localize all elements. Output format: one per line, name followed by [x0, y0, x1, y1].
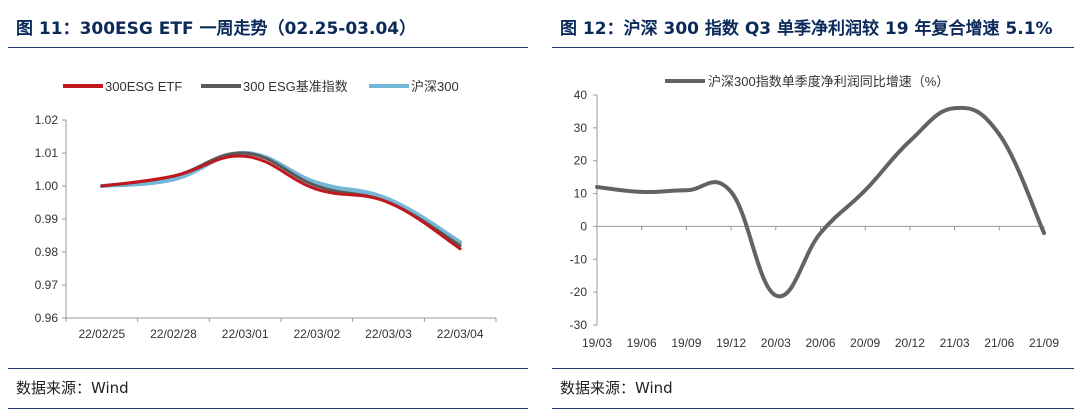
x-tick-label: 19/03 [582, 336, 612, 350]
source-note-etf: 数据来源：Wind [16, 379, 129, 397]
data-point-0 [243, 155, 247, 158]
title-rule-etf [8, 47, 528, 48]
y-tick-label: -10 [570, 252, 588, 266]
data-point-2 [458, 240, 462, 244]
source-note-profit: 数据来源：Wind [560, 379, 673, 397]
data-point-0 [315, 188, 319, 191]
chart-panel-profit: 图 12：沪深 300 指数 Q3 单季净利润较 19 年复合增速 5.1% 沪… [552, 0, 1074, 418]
series-line-2 [99, 150, 463, 245]
y-tick-label: -30 [570, 318, 588, 332]
data-point-0 [953, 106, 956, 110]
etf-line-chart: 300ESG ETF 300 ESG基准指数 沪深300 0.96 0.97 0.98 0.… [35, 79, 497, 341]
chart-panel-etf: 图 11：300ESG ETF 一周走势（02.25-03.04） 300ESG… [8, 0, 528, 418]
data-point-0 [864, 189, 867, 192]
chart-title-etf: 图 11：300ESG ETF 一周走势（02.25-03.04） [16, 19, 417, 39]
legend-label-0: 300ESG ETF [105, 79, 182, 94]
data-point-0 [1042, 231, 1046, 235]
data-point-2 [315, 181, 319, 184]
data-point-0 [908, 139, 912, 143]
x-tick-label: 22/03/01 [222, 327, 269, 341]
data-point-0 [685, 189, 688, 192]
y-tick-label: 0.98 [35, 245, 59, 259]
source-rule-bottom-profit [552, 408, 1074, 409]
x-tick-label: 20/06 [805, 336, 835, 350]
data-point-0 [595, 185, 599, 189]
x-tick-label: 21/09 [1029, 336, 1059, 350]
source-rule-top-profit [552, 368, 1074, 369]
x-tick-label: 20/09 [850, 336, 880, 350]
data-point-2 [172, 178, 175, 181]
y-tick-label: 0 [580, 219, 587, 233]
x-tick-label: 20/03 [761, 336, 791, 350]
series-line-0 [100, 154, 462, 251]
y-tick-label: -20 [570, 285, 588, 299]
data-point-1 [458, 244, 462, 247]
profit-growth-line-chart: 沪深300指数单季度净利润同比增速（%） -30 -20 -10 0 10 20 30 40 19… [570, 74, 1060, 350]
x-tick-label: 21/06 [984, 336, 1014, 350]
y-tick-label: 1.02 [35, 113, 59, 127]
y-tick-label: 1.00 [35, 179, 59, 193]
x-tick-label: 21/03 [940, 336, 970, 350]
y-tick-label: 40 [574, 88, 588, 102]
legend-label-1: 300 ESG基准指数 [243, 79, 348, 94]
y-tick-label: 1.01 [35, 146, 59, 160]
data-point-0 [998, 133, 1001, 136]
data-point-1 [315, 184, 319, 188]
data-point-0 [100, 184, 104, 188]
data-point-2 [387, 198, 390, 201]
x-tick-label: 22/02/28 [150, 327, 197, 341]
x-tick-label: 19/06 [627, 336, 657, 350]
x-tick-label: 20/12 [895, 336, 925, 350]
source-rule-bottom-etf [8, 408, 528, 409]
y-tick-label: 0.96 [35, 311, 59, 325]
series-line-0 [595, 105, 1046, 299]
y-tick-label: 30 [574, 121, 588, 135]
x-tick-label: 22/03/04 [437, 327, 484, 341]
legend-label-0: 沪深300指数单季度净利润同比增速（%） [708, 74, 949, 89]
legend-label-2: 沪深300 [411, 79, 459, 94]
data-point-0 [729, 190, 733, 194]
y-tick-label: 0.99 [35, 212, 59, 226]
x-tick-label: 22/03/03 [365, 327, 412, 341]
data-point-0 [774, 294, 777, 297]
data-point-0 [819, 231, 822, 235]
source-rule-top-etf [8, 368, 528, 369]
data-point-0 [458, 247, 462, 250]
data-point-1 [243, 151, 247, 155]
y-tick-label: 10 [574, 187, 588, 201]
data-point-0 [172, 174, 175, 178]
x-tick-label: 19/09 [671, 336, 701, 350]
chart-title-profit: 图 12：沪深 300 指数 Q3 单季净利润较 19 年复合增速 5.1% [560, 19, 1053, 39]
data-point-0 [640, 190, 643, 194]
data-point-0 [387, 201, 390, 204]
y-tick-label: 20 [574, 154, 588, 168]
x-tick-label: 22/03/02 [293, 327, 340, 341]
x-tick-label: 19/12 [716, 336, 746, 350]
title-rule-profit [552, 47, 1074, 48]
x-tick-label: 22/02/25 [78, 327, 125, 341]
y-tick-label: 0.97 [35, 278, 59, 292]
series-line-1 [100, 151, 462, 247]
